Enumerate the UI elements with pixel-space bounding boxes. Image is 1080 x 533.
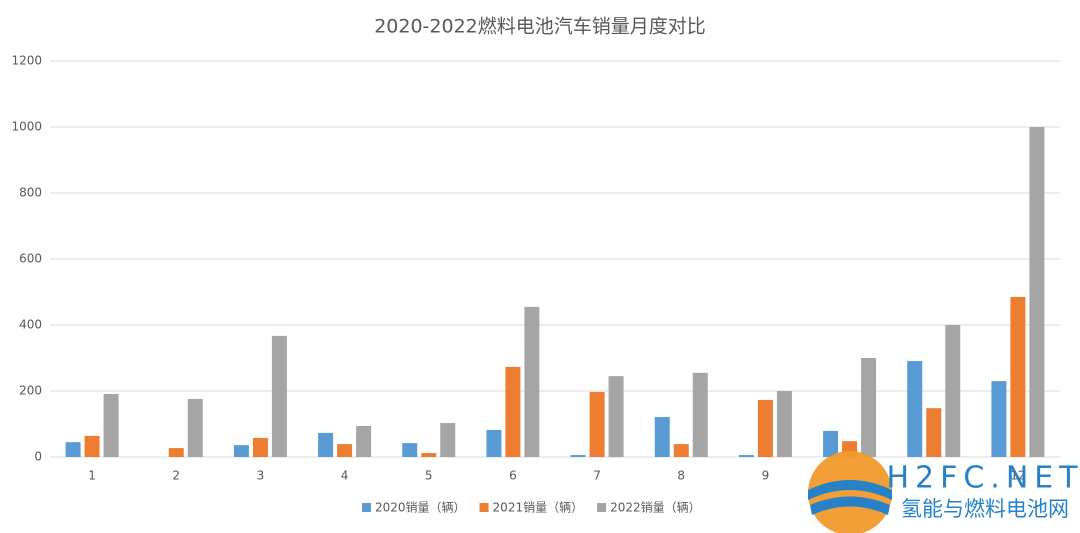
bar (673, 444, 689, 457)
legend: 2020销量（辆） 2021销量（辆） 2022销量（辆） (362, 501, 701, 515)
bar (318, 432, 334, 457)
bar (103, 393, 119, 457)
x-tick-label: 12 (1010, 469, 1025, 483)
bar (524, 306, 540, 457)
legend-label: 2022销量（辆） (610, 501, 701, 515)
bar (1029, 127, 1045, 457)
y-tick-label: 400 (19, 318, 42, 332)
bar (84, 435, 100, 457)
bar (945, 325, 961, 457)
legend-label: 2020销量（辆） (375, 501, 466, 515)
bar (421, 453, 437, 457)
bar (757, 399, 773, 457)
bar (692, 372, 708, 457)
x-tick-label: 2 (172, 469, 180, 483)
bar (570, 455, 586, 457)
y-tick-label: 800 (19, 186, 42, 200)
bar (168, 448, 184, 457)
bar (926, 408, 942, 457)
x-tick-label: 6 (509, 469, 517, 483)
bar (589, 391, 605, 457)
legend-label: 2021销量（辆） (493, 501, 584, 515)
bar (608, 376, 624, 457)
bar (776, 391, 792, 457)
x-tick-label: 1 (88, 469, 96, 483)
legend-swatch (479, 503, 489, 512)
chart-title: 2020-2022燃料电池汽车销量月度对比 (374, 16, 706, 38)
bar (907, 360, 923, 457)
bar (861, 358, 877, 457)
bar (356, 425, 372, 457)
bar (505, 366, 521, 457)
watermark-subtitle: 氢能与燃料电池网 (901, 497, 1069, 521)
watermark-logo (808, 451, 892, 533)
bar (654, 417, 670, 457)
y-tick-label: 1200 (11, 54, 42, 68)
bar (440, 423, 456, 457)
watermark-wave (810, 496, 890, 515)
bar (823, 430, 839, 457)
watermark-title: H2FC.NET (886, 461, 1080, 496)
legend-swatch (597, 503, 607, 512)
bar (65, 442, 81, 457)
bar (233, 445, 249, 457)
bar (187, 398, 203, 457)
legend-swatch (362, 503, 371, 512)
watermark-wave (808, 480, 892, 500)
bar (991, 381, 1007, 457)
x-tick-label: 3 (257, 469, 265, 483)
x-tick-label: 5 (425, 469, 433, 483)
watermark: H2FC.NET 氢能与燃料电池网 (808, 451, 1080, 533)
bar (402, 443, 418, 457)
x-tick-label: 4 (341, 469, 349, 483)
y-tick-label: 200 (19, 384, 42, 398)
y-tick-label: 0 (34, 450, 42, 464)
bar (486, 429, 502, 457)
y-tick-label: 600 (19, 252, 42, 266)
x-tick-label: 8 (677, 469, 685, 483)
y-tick-label: 1000 (11, 120, 42, 134)
bar (271, 335, 287, 457)
x-tick-label: 7 (593, 469, 601, 483)
bar (337, 444, 353, 457)
bar (252, 437, 268, 457)
bar (738, 455, 754, 457)
x-tick-label: 9 (762, 469, 770, 483)
bar (1010, 296, 1026, 457)
